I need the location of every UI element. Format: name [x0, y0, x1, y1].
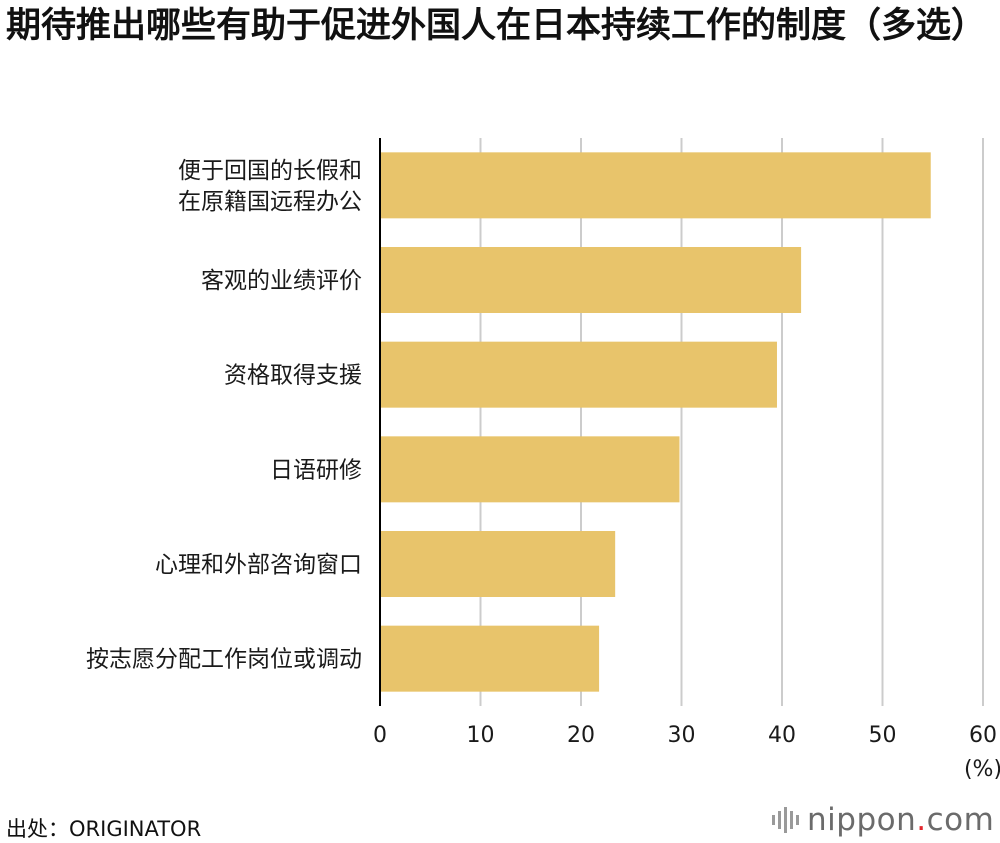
x-tick-label: 20	[567, 723, 595, 748]
x-tick-label: 0	[373, 723, 387, 748]
category-label: 客观的业绩评价	[201, 268, 362, 294]
x-tick-label: 40	[768, 723, 796, 748]
x-axis-unit-label: (%)	[964, 757, 1000, 782]
bar	[380, 247, 802, 313]
bar-chart: 便于回国的长假和在原籍国远程办公客观的业绩评价资格取得支援日语研修心理和外部咨询…	[86, 138, 1000, 782]
gridlines	[479, 138, 984, 706]
category-label: 日语研修	[270, 457, 362, 483]
logo-wordmark: nippon.com	[807, 802, 994, 838]
chart-title: 期待推出哪些有助于促进外国人在日本持续工作的制度（多选）	[6, 6, 987, 46]
logo-bars-icon	[772, 807, 799, 833]
category-label: 按志愿分配工作岗位或调动	[86, 647, 362, 673]
x-tick-label: 50	[869, 723, 897, 748]
bar	[380, 436, 680, 503]
bar	[380, 152, 931, 219]
category-label: 心理和外部咨询窗口	[155, 552, 362, 578]
bar	[380, 625, 600, 692]
category-label: 便于回国的长假和	[178, 158, 362, 184]
x-tick-label: 30	[668, 723, 696, 748]
x-tick-labels: 0 10 20 30 40 50 60	[373, 723, 997, 748]
nippon-logo: nippon.com	[772, 798, 994, 842]
logo-brand: nippon	[807, 802, 917, 838]
bar	[380, 531, 616, 597]
x-tick-label: 10	[467, 723, 495, 748]
logo-dot: .	[916, 802, 927, 838]
bar	[380, 341, 777, 408]
category-label: 资格取得支援	[224, 363, 362, 389]
category-label: 在原籍国远程办公	[178, 189, 362, 215]
x-tick-label: 60	[969, 723, 997, 748]
logo-suffix: com	[926, 802, 995, 838]
category-labels: 便于回国的长假和在原籍国远程办公客观的业绩评价资格取得支援日语研修心理和外部咨询…	[86, 158, 362, 673]
bars	[380, 152, 931, 692]
source-note: 出处：ORIGINATOR	[6, 817, 202, 841]
